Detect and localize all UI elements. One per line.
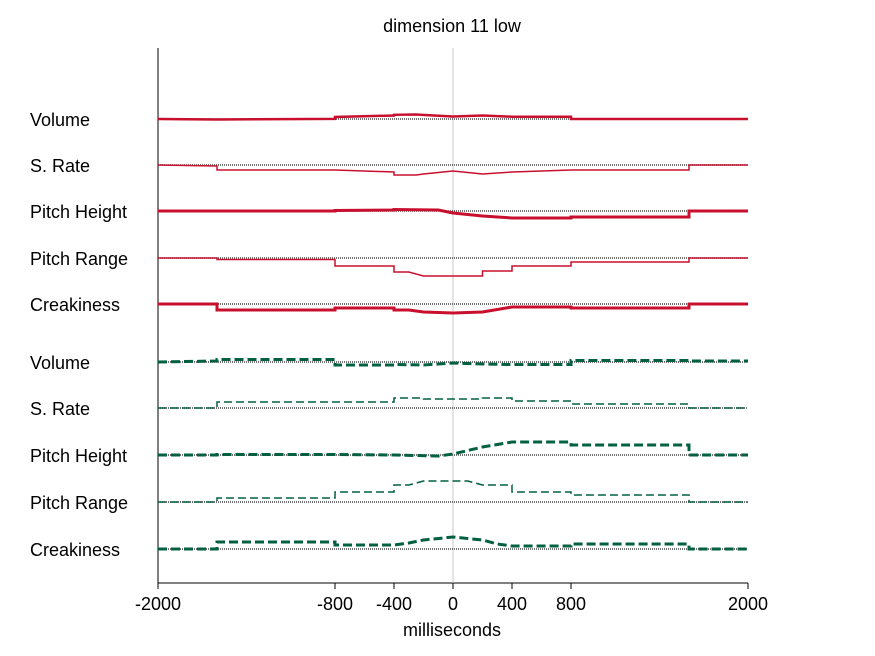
row-label: Creakiness (30, 295, 120, 315)
green-series-line (158, 397, 748, 409)
row-label: Volume (30, 110, 90, 130)
x-tick-label: -400 (376, 594, 412, 614)
red-series-line (158, 302, 748, 315)
x-tick-label: -2000 (135, 594, 181, 614)
row-label: Pitch Range (30, 493, 128, 513)
x-tick-label: 400 (497, 594, 527, 614)
x-axis-label: milliseconds (403, 620, 501, 640)
plot-area (157, 48, 748, 584)
row-label: Pitch Range (30, 249, 128, 269)
row-label: S. Rate (30, 399, 90, 419)
row-label: Volume (30, 353, 90, 373)
green-series-line (158, 480, 748, 503)
row-label: Creakiness (30, 540, 120, 560)
green-series-line (158, 440, 748, 458)
row-label: S. Rate (30, 156, 90, 176)
red-series-line (157, 164, 748, 176)
x-tick-label: -800 (317, 594, 353, 614)
red-series-line (158, 207, 748, 220)
red-series-line (157, 113, 748, 121)
row-label: Pitch Height (30, 446, 127, 466)
row-label: Pitch Height (30, 202, 127, 222)
x-tick-label: 0 (448, 594, 458, 614)
red-series-line (158, 257, 748, 277)
x-tick-label: 2000 (728, 594, 768, 614)
x-tick-label: 800 (556, 594, 586, 614)
green-series-line (157, 358, 748, 367)
x-axis: -2000 -800 -400 0 400 800 2000 (135, 583, 768, 614)
chart-title: dimension 11 low (383, 16, 522, 36)
row-labels: Volume S. Rate Pitch Height Pitch Range Crea… (30, 110, 128, 560)
green-series-line (158, 535, 748, 551)
